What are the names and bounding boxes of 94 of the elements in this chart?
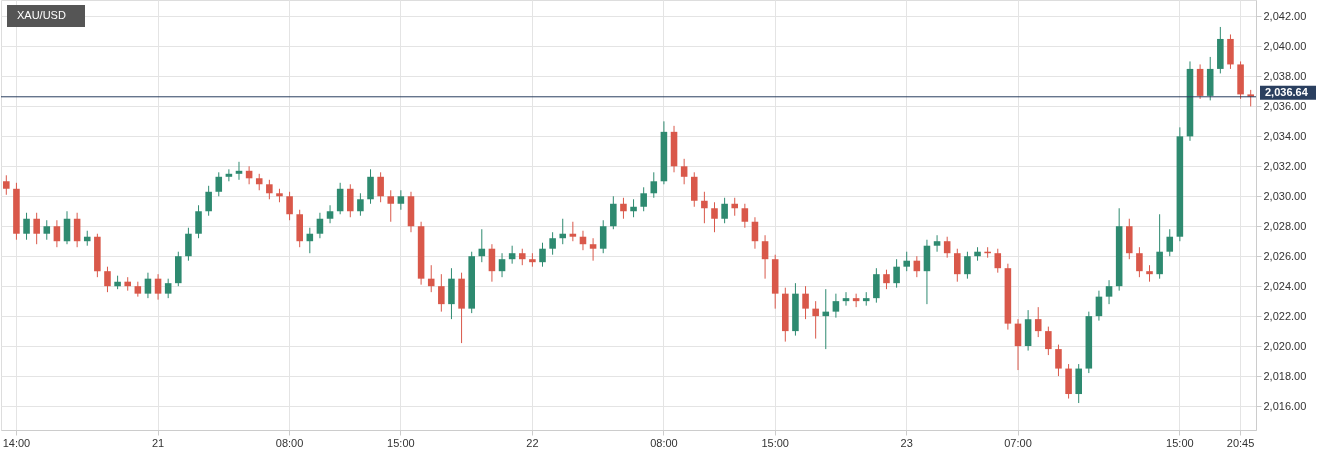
candlestick bbox=[761, 234, 769, 280]
candlestick bbox=[994, 248, 1002, 274]
candlestick bbox=[741, 203, 749, 229]
candlestick bbox=[883, 269, 890, 290]
candlestick bbox=[640, 186, 647, 212]
candlestick bbox=[1156, 213, 1163, 280]
candlestick bbox=[1055, 344, 1062, 377]
candlestick bbox=[266, 179, 273, 200]
candlestick bbox=[954, 248, 961, 283]
candlestick bbox=[3, 174, 10, 196]
candlestick bbox=[822, 288, 830, 350]
y-tick-label: 2,032.00 bbox=[1263, 159, 1307, 172]
x-tick-label: 23 bbox=[900, 436, 913, 449]
y-tick-label: 2,030.00 bbox=[1263, 189, 1307, 202]
candlestick bbox=[711, 201, 718, 233]
candlestick bbox=[215, 171, 223, 197]
candlestick bbox=[589, 237, 597, 262]
x-tick-label: 08:00 bbox=[650, 436, 678, 449]
candlestick bbox=[33, 212, 40, 245]
x-tick-label: 20:45 bbox=[1226, 436, 1255, 449]
candlestick bbox=[387, 189, 395, 223]
y-tick-label: 2,042.00 bbox=[1263, 9, 1307, 22]
candlestick bbox=[812, 300, 819, 340]
candlestick bbox=[873, 267, 880, 304]
text: XAU/USD bbox=[17, 9, 66, 21]
y-tick-label: 2,022.00 bbox=[1263, 309, 1307, 322]
candlestick bbox=[1105, 279, 1113, 305]
y-tick-label: 2,024.00 bbox=[1263, 279, 1307, 292]
candlestick bbox=[225, 168, 233, 182]
y-tick-label: 2,036.00 bbox=[1263, 99, 1307, 112]
candlestick bbox=[832, 293, 840, 319]
candlestick bbox=[721, 197, 728, 224]
candlestick bbox=[326, 204, 334, 224]
candlestick bbox=[549, 231, 556, 256]
candlestick bbox=[650, 171, 658, 199]
candlestick bbox=[164, 278, 172, 299]
y-tick-label: 2,018.00 bbox=[1263, 369, 1307, 382]
candlestick bbox=[347, 183, 354, 218]
y-tick-label: 2,016.00 bbox=[1263, 399, 1307, 412]
candlestick bbox=[357, 192, 364, 217]
ref-line-label: 2,036.64 bbox=[1265, 85, 1309, 98]
candlestick bbox=[53, 219, 61, 248]
candlestick bbox=[933, 234, 941, 253]
candlestick bbox=[701, 191, 708, 224]
candlestick bbox=[599, 219, 607, 254]
candlestick bbox=[610, 195, 617, 230]
candlestick bbox=[903, 251, 910, 272]
candlestick bbox=[842, 291, 850, 307]
candlestick bbox=[397, 189, 405, 211]
candlestick bbox=[690, 171, 698, 208]
x-tick-label: 14:00 bbox=[2, 436, 31, 449]
candlestick bbox=[316, 212, 324, 239]
candlestick bbox=[802, 285, 809, 320]
y-tick-label: 2,020.00 bbox=[1263, 339, 1307, 352]
candlestick bbox=[154, 273, 162, 301]
y-tick-label: 2,040.00 bbox=[1263, 39, 1307, 52]
candlestick bbox=[205, 185, 212, 217]
x-tick-label: 15:00 bbox=[1166, 436, 1194, 449]
candlestick bbox=[104, 266, 111, 293]
y-tick-label: 2,038.00 bbox=[1263, 69, 1307, 82]
candlestick bbox=[427, 264, 435, 293]
x-tick-label: 15:00 bbox=[387, 436, 415, 449]
candlestick bbox=[1045, 326, 1052, 356]
candlestick bbox=[569, 221, 577, 242]
candlestick bbox=[964, 251, 971, 280]
candlestick bbox=[43, 219, 51, 241]
y-tick-label: 2,026.00 bbox=[1263, 249, 1307, 262]
candlestick bbox=[367, 168, 374, 205]
candlestick bbox=[680, 158, 688, 185]
candlestick bbox=[286, 191, 293, 221]
candlestick bbox=[185, 227, 192, 262]
candlestick bbox=[943, 236, 951, 259]
candlestick bbox=[438, 273, 445, 313]
candlestick bbox=[1166, 228, 1174, 257]
candlestick bbox=[852, 293, 860, 308]
y-tick-label: 2,034.00 bbox=[1263, 129, 1307, 142]
candlestick bbox=[144, 272, 152, 299]
x-tick-label: 22 bbox=[526, 436, 539, 449]
candlestick bbox=[539, 242, 546, 268]
x-tick-label: 08:00 bbox=[275, 436, 304, 449]
candlestick bbox=[23, 212, 30, 241]
candlestick bbox=[1136, 246, 1143, 278]
candlestick bbox=[620, 197, 627, 220]
candlestick bbox=[235, 161, 243, 181]
y-tick-label: 2,028.00 bbox=[1263, 219, 1307, 232]
x-tick-label: 21 bbox=[151, 436, 165, 449]
candlestick bbox=[559, 218, 567, 245]
candlestick bbox=[893, 258, 900, 289]
candlestick bbox=[377, 171, 384, 203]
candlestick bbox=[195, 204, 202, 239]
x-tick-label: 07:00 bbox=[1004, 436, 1032, 449]
candlestick bbox=[498, 252, 506, 278]
candlestick bbox=[1034, 306, 1042, 338]
x-tick-label: 15:00 bbox=[761, 436, 789, 449]
